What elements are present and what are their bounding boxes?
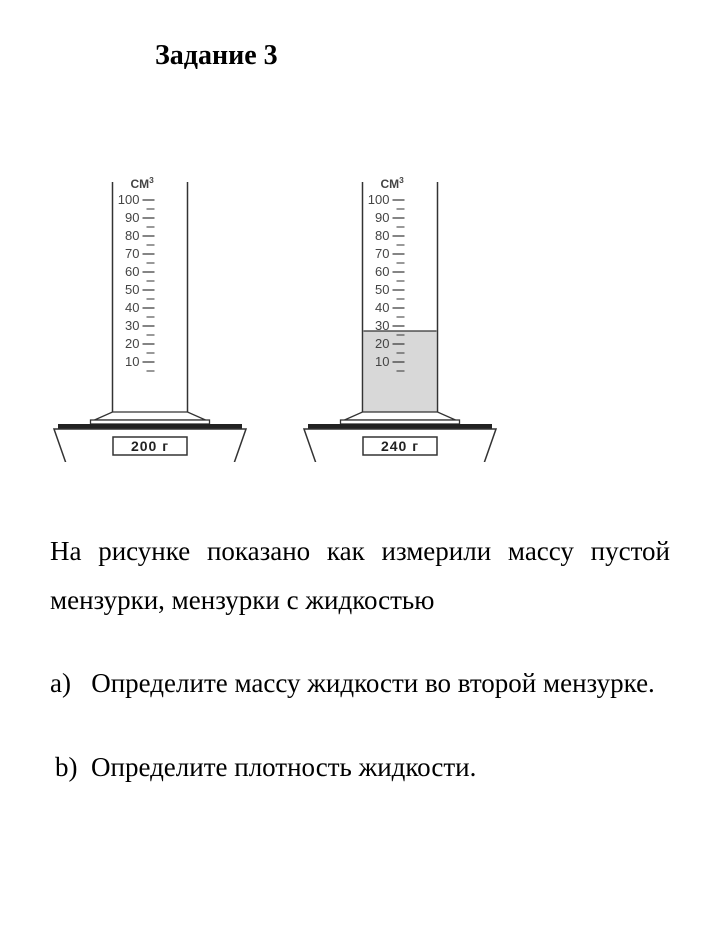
svg-text:20: 20 <box>375 336 389 351</box>
cylinder-left-svg: CM3100 90 80 70 60 50 40 30 20 10 200 г <box>50 172 250 462</box>
svg-text:100: 100 <box>118 192 140 207</box>
svg-text:20: 20 <box>125 336 139 351</box>
svg-text:240 г: 240 г <box>381 438 419 454</box>
svg-text:200 г: 200 г <box>131 438 169 454</box>
question-a: a) Определите массу жидкости во второй м… <box>50 659 670 708</box>
svg-text:50: 50 <box>375 282 389 297</box>
cylinder-right-svg: CM3100 90 80 70 60 50 40 30 20 10 240 г <box>300 172 500 462</box>
svg-text:30: 30 <box>375 318 389 333</box>
svg-text:90: 90 <box>125 210 139 225</box>
svg-text:60: 60 <box>375 264 389 279</box>
diagram-container: CM3100908070605040302010200 г CM31009080… <box>50 172 720 462</box>
cylinder-left: CM3100 90 80 70 60 50 40 30 20 10 200 г <box>50 172 250 462</box>
cylinder-right: CM3100 90 80 70 60 50 40 30 20 10 240 г <box>300 172 500 462</box>
svg-text:60: 60 <box>125 264 139 279</box>
task-title: Задание 3 <box>155 40 720 72</box>
problem-description: На рисунке показано как измерили массу п… <box>50 527 670 624</box>
question-b: b) Определите плотность жидкости. <box>55 743 670 792</box>
svg-text:80: 80 <box>125 228 139 243</box>
svg-text:CM3: CM3 <box>381 175 405 191</box>
svg-text:40: 40 <box>375 300 389 315</box>
svg-text:100: 100 <box>368 192 390 207</box>
svg-text:70: 70 <box>375 246 389 261</box>
svg-text:90: 90 <box>375 210 389 225</box>
svg-text:CM3: CM3 <box>131 175 155 191</box>
svg-text:80: 80 <box>375 228 389 243</box>
svg-text:40: 40 <box>125 300 139 315</box>
svg-text:50: 50 <box>125 282 139 297</box>
svg-text:30: 30 <box>125 318 139 333</box>
svg-text:10: 10 <box>125 354 139 369</box>
svg-text:70: 70 <box>125 246 139 261</box>
svg-text:10: 10 <box>375 354 389 369</box>
